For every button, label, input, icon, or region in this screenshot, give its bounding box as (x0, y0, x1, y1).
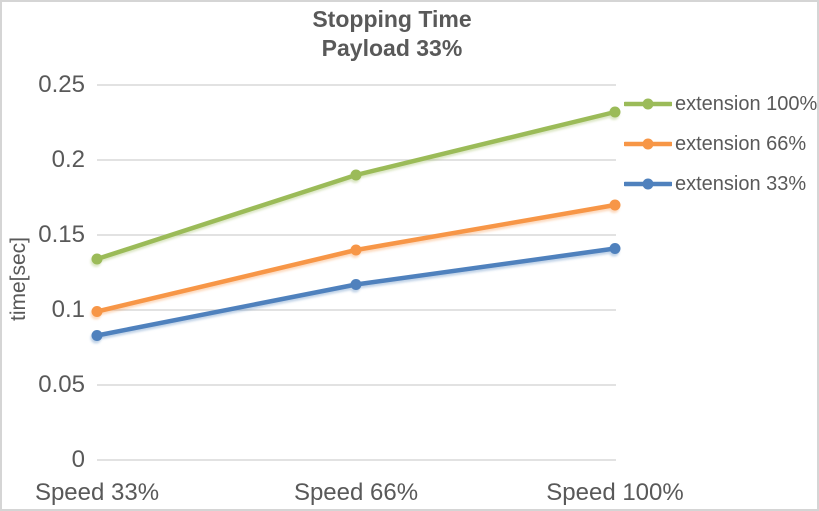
data-point (609, 199, 621, 211)
y-tick-label: 0.2 (51, 146, 85, 173)
data-point (91, 330, 103, 341)
series-extension-100- (91, 106, 621, 265)
legend-item: extension 100% (624, 91, 817, 117)
data-point (350, 244, 362, 256)
legend-label: extension 100% (675, 92, 818, 115)
series-extension-33- (91, 243, 621, 341)
y-tick-label: 0.05 (38, 371, 85, 398)
series-line (94, 202, 618, 314)
series-extension-66- (91, 199, 621, 317)
data-point (350, 279, 362, 290)
chart-title: Stopping Time (312, 6, 472, 32)
legend-line-marker-icon (624, 138, 672, 150)
legend-label: extension 66% (675, 132, 807, 155)
data-point (350, 169, 362, 181)
legend-label: extension 33% (675, 172, 807, 195)
chart-subtitle: Payload 33% (321, 35, 463, 61)
y-tick-label: 0.15 (38, 221, 85, 248)
data-point (91, 306, 103, 317)
data-point (609, 106, 621, 118)
series-line (94, 109, 618, 262)
data-point (91, 253, 103, 265)
y-tick-label: 0 (71, 446, 85, 473)
x-axis-label: Speed 100% (546, 479, 684, 506)
legend: extension 100% extension 66% extension 33% (624, 91, 817, 197)
y-tick-label: 0.25 (38, 71, 85, 98)
y-tick-label: 0.1 (51, 296, 85, 323)
legend-line-marker-icon (624, 178, 672, 190)
legend-item: extension 33% (624, 171, 817, 197)
legend-item: extension 66% (624, 131, 817, 157)
x-axis-label: Speed 33% (34, 479, 160, 506)
legend-line-marker-icon (624, 98, 672, 110)
series-line (94, 246, 618, 338)
x-axis-label: Speed 66% (293, 479, 419, 506)
chart-title-block: Stopping Time Payload 33% (2, 5, 782, 63)
data-point (609, 243, 621, 254)
